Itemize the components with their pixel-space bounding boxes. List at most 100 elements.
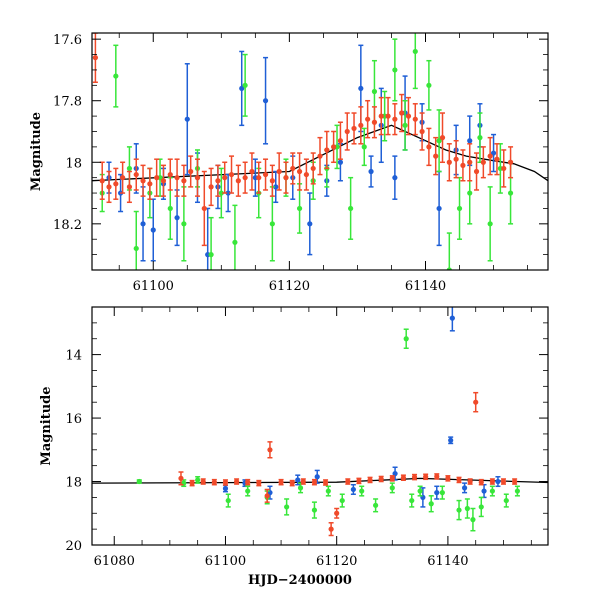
bottom-blue-point xyxy=(448,437,454,443)
bottom-green-point xyxy=(403,336,409,342)
top-blue-point xyxy=(392,175,398,181)
bottom-green-point xyxy=(456,507,462,513)
top-green-point xyxy=(126,165,133,172)
bottom-red-point xyxy=(389,475,395,481)
top-red-point xyxy=(120,175,126,181)
bottom-red-point xyxy=(445,475,451,481)
top-red-point xyxy=(208,184,214,190)
top-red-point xyxy=(106,184,112,190)
bottom-green-point xyxy=(136,478,142,485)
bottom-red-point xyxy=(278,479,284,485)
top-red-point xyxy=(167,171,173,178)
bottom-green-point xyxy=(439,490,445,496)
bottom-ytick-label: 16 xyxy=(65,412,82,427)
bottom-xlabel: HJD−2400000 xyxy=(248,573,352,588)
bottom-green-point xyxy=(409,497,415,504)
top-red-point xyxy=(501,165,507,172)
bottom-blue-point xyxy=(222,485,229,492)
top-red-point xyxy=(174,175,180,181)
top-ytick-label: 18 xyxy=(65,156,82,171)
top-green-point xyxy=(487,221,493,227)
top-green-point xyxy=(181,221,187,227)
top-red-point xyxy=(351,125,357,132)
bottom-green-point xyxy=(389,485,395,491)
top-red-point xyxy=(378,113,384,119)
bottom-xtick-label: 61080 xyxy=(94,554,135,569)
bottom-series-red xyxy=(178,391,518,537)
bottom-red-point xyxy=(200,478,206,485)
bottom-green-point xyxy=(428,501,434,507)
bottom-red-point xyxy=(489,478,495,485)
top-red-point xyxy=(194,175,201,181)
bottom-blue-point xyxy=(350,486,356,493)
top-red-point xyxy=(215,178,221,184)
top-blue-point xyxy=(490,150,497,156)
top-red-point xyxy=(344,128,350,135)
bottom-green-point xyxy=(225,497,231,504)
bottom-frame xyxy=(91,306,549,546)
top-red-point xyxy=(188,168,194,175)
top-blue-point xyxy=(337,159,344,165)
bottom-red-point xyxy=(478,479,484,485)
top-red-point xyxy=(419,128,425,135)
top-blue-point xyxy=(150,227,156,233)
top-red-point xyxy=(222,175,228,181)
bottom-red-point xyxy=(328,526,334,532)
top-red-point xyxy=(446,159,452,165)
bottom-green-point xyxy=(311,507,318,513)
top-red-point xyxy=(358,122,364,128)
top-red-point xyxy=(181,178,187,184)
top-red-point xyxy=(324,147,330,153)
bottom-panel: 61080 61100 61120 61140 14 16 18 20 Magnitude HJD… xyxy=(39,306,549,588)
top-series-red xyxy=(92,33,514,247)
bottom-green-point xyxy=(284,504,290,510)
bottom-plot-area xyxy=(92,307,548,537)
top-red-point xyxy=(337,138,344,144)
top-red-point xyxy=(392,116,398,122)
bottom-green-point xyxy=(359,488,365,494)
top-red-point xyxy=(113,181,119,187)
bottom-green-point xyxy=(195,477,201,483)
bottom-green-point xyxy=(503,497,509,504)
bottom-red-point xyxy=(345,478,351,485)
top-red-point xyxy=(133,171,139,178)
bottom-series-blue xyxy=(222,307,501,508)
bottom-xtick-label: 61140 xyxy=(427,554,468,569)
top-red-point xyxy=(399,110,405,116)
top-red-point xyxy=(201,205,207,212)
top-green-point xyxy=(113,73,119,79)
bottom-red-point xyxy=(367,477,373,483)
bottom-green-point xyxy=(489,488,495,494)
top-red-point xyxy=(331,144,337,150)
bottom-red-point xyxy=(378,476,384,482)
bottom-red-point xyxy=(473,399,479,405)
top-green-point xyxy=(507,190,514,196)
bottom-red-point xyxy=(467,478,473,485)
bottom-blue-point xyxy=(461,485,468,491)
top-red-point xyxy=(433,153,439,159)
top-blue-point xyxy=(225,190,231,196)
bottom-xtick-label: 61100 xyxy=(205,554,246,569)
top-red-point xyxy=(371,119,378,125)
bottom-blue-point xyxy=(434,490,440,496)
top-green-point xyxy=(242,82,248,88)
top-red-point xyxy=(228,171,235,178)
bottom-green-point xyxy=(514,488,521,494)
bottom-blue-point xyxy=(295,477,301,483)
bottom-green-point xyxy=(373,502,379,508)
top-red-point xyxy=(460,162,466,168)
bottom-ylabel: Magnitude xyxy=(39,386,54,465)
top-red-point xyxy=(235,178,241,184)
top-xtick-label: 61140 xyxy=(405,279,446,294)
bottom-ytick-label: 14 xyxy=(65,349,82,364)
top-green-point xyxy=(371,88,378,95)
top-green-point xyxy=(456,205,463,212)
top-blue-point xyxy=(184,116,190,122)
top-red-point xyxy=(303,171,309,178)
bottom-red-point xyxy=(222,479,229,486)
bottom-red-point xyxy=(245,479,251,485)
bottom-red-point xyxy=(322,479,329,486)
bottom-red-point xyxy=(500,478,507,485)
bottom-blue-point xyxy=(392,471,398,477)
bottom-blue-point xyxy=(314,474,320,480)
